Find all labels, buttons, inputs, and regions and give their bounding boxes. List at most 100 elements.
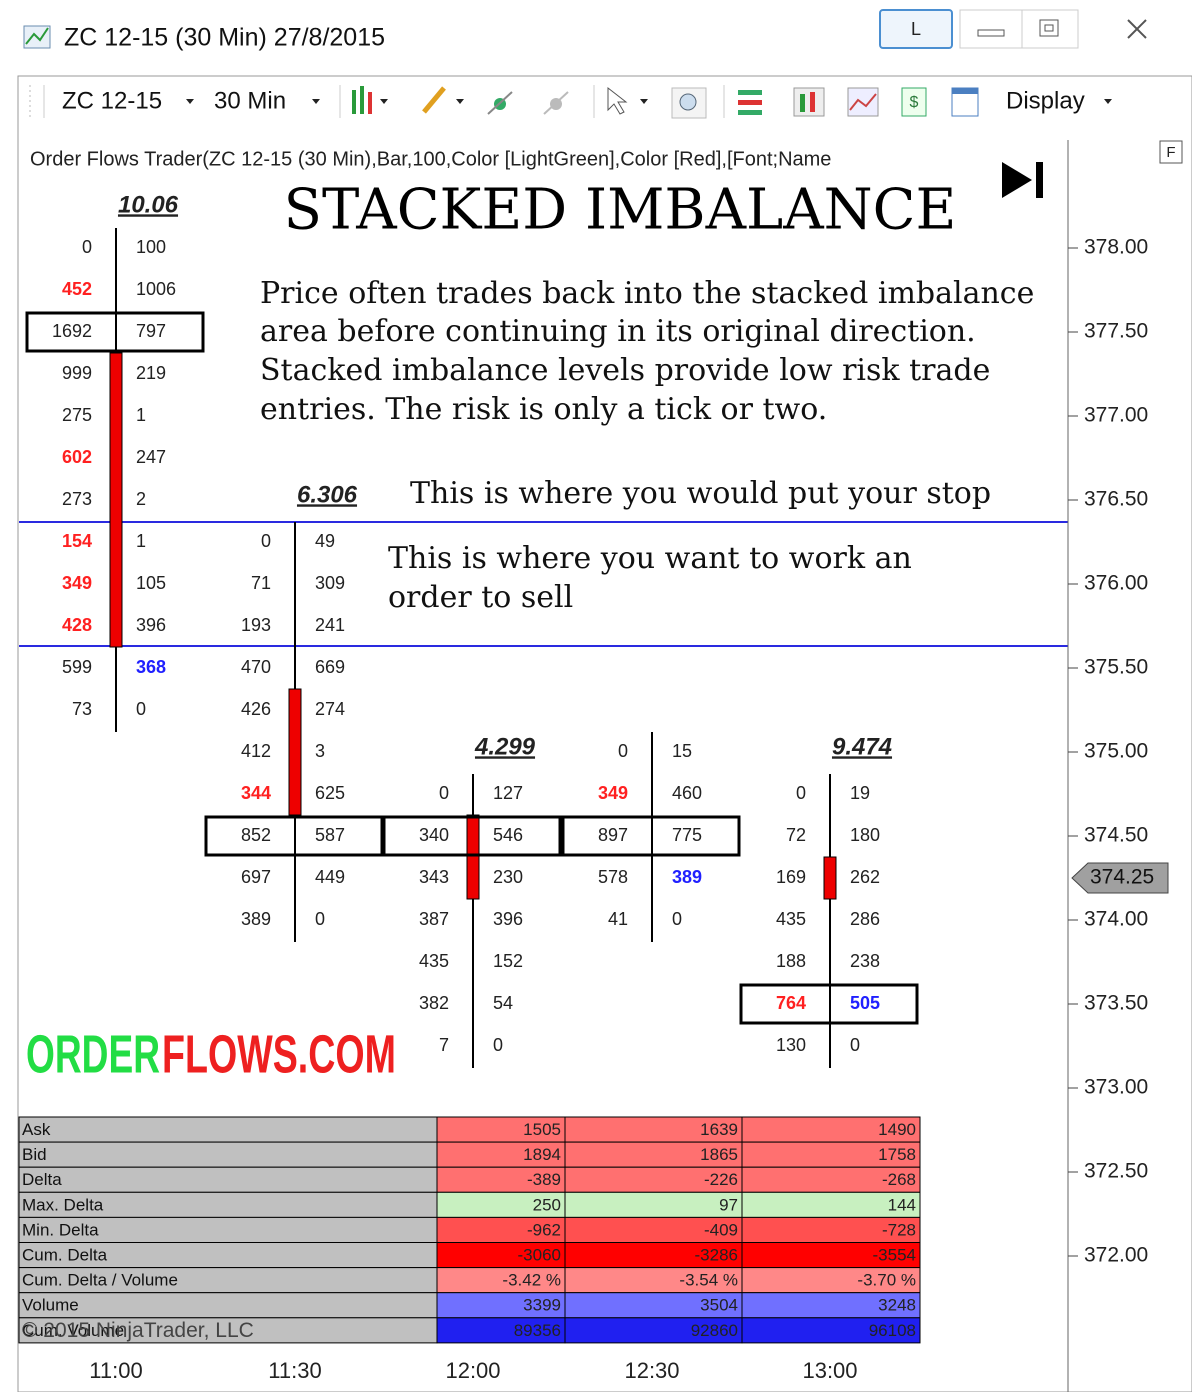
scroll-end-button[interactable] xyxy=(1002,162,1043,198)
summary-value: -268 xyxy=(882,1170,916,1189)
display-menu[interactable]: Display xyxy=(1006,87,1085,114)
summary-value: 250 xyxy=(533,1195,561,1214)
price-label: 378.00 xyxy=(1084,236,1148,259)
bid-volume: 7 xyxy=(439,1035,449,1055)
properties-button[interactable] xyxy=(951,87,979,117)
summary-cell xyxy=(741,1116,921,1143)
summary-value: 92860 xyxy=(691,1321,738,1340)
ask-volume: 262 xyxy=(850,867,880,887)
summary-label: Volume xyxy=(22,1296,79,1315)
summary-value: -3.42 % xyxy=(502,1271,561,1290)
time-label: 11:30 xyxy=(268,1358,321,1383)
bar-header: 4.299 xyxy=(474,733,536,760)
bid-volume: 193 xyxy=(241,615,271,635)
summary-value: 1639 xyxy=(700,1120,738,1139)
bid-volume: 72 xyxy=(786,825,806,845)
time-label: 13:00 xyxy=(802,1358,857,1383)
app-icon xyxy=(23,25,51,49)
toolbar xyxy=(19,77,1191,127)
indicator-button-label[interactable]: F xyxy=(1166,144,1175,161)
ask-volume: 241 xyxy=(315,615,345,635)
chart-style-button[interactable] xyxy=(793,87,825,117)
ask-volume: 3 xyxy=(315,741,325,761)
drawing-tool-button[interactable] xyxy=(422,86,464,114)
annotation-text: Stacked imbalance levels provide low ris… xyxy=(260,353,990,388)
ask-volume: 0 xyxy=(850,1035,860,1055)
summary-label-cell xyxy=(18,1116,438,1143)
close-button[interactable] xyxy=(1127,19,1147,39)
bar-header: 9.474 xyxy=(832,733,892,760)
summary-cell xyxy=(436,1292,566,1319)
bid-volume: 435 xyxy=(776,909,806,929)
account-button[interactable]: $ xyxy=(901,87,927,117)
price-label: 374.00 xyxy=(1084,908,1148,931)
price-label: 372.00 xyxy=(1084,1244,1148,1267)
zoom-button[interactable] xyxy=(671,87,707,119)
summary-value: -728 xyxy=(882,1220,916,1239)
annotation-text: entries. The risk is only a tick or two. xyxy=(260,392,827,427)
summary-label-cell xyxy=(18,1166,438,1193)
summary-cell xyxy=(564,1317,743,1344)
imbalance-box xyxy=(25,311,205,353)
ask-volume: 396 xyxy=(493,909,523,929)
layout-button[interactable] xyxy=(879,9,953,49)
summary-cell xyxy=(741,1216,921,1244)
ask-volume: 368 xyxy=(136,657,166,677)
indicator-button[interactable] xyxy=(847,87,879,117)
summary-value: 97 xyxy=(719,1195,738,1214)
time-label: 12:00 xyxy=(445,1358,500,1383)
add-indicator-button[interactable] xyxy=(487,91,513,115)
annotation-sell: order to sell xyxy=(388,580,573,615)
layout-button-label[interactable]: L xyxy=(911,19,921,39)
summary-cell xyxy=(436,1267,566,1294)
bid-volume: 73 xyxy=(72,699,92,719)
summary-cell xyxy=(741,1166,921,1193)
summary-value: 1894 xyxy=(523,1145,561,1164)
maximize-button[interactable] xyxy=(1021,9,1079,49)
bar-body xyxy=(288,688,302,816)
summary-label-cell xyxy=(18,1242,438,1269)
bid-volume: 154 xyxy=(62,531,92,551)
bar-type-button[interactable] xyxy=(352,86,388,114)
ask-volume: 669 xyxy=(315,657,345,677)
bid-volume: 0 xyxy=(439,783,449,803)
minimize-button[interactable] xyxy=(959,9,1023,49)
cursor-button[interactable] xyxy=(607,86,648,115)
summary-cell xyxy=(564,1166,743,1193)
bid-volume: 387 xyxy=(419,909,449,929)
window-title: ZC 12-15 (30 Min) 27/8/2015 xyxy=(64,24,385,52)
price-label: 373.00 xyxy=(1084,1076,1148,1099)
bid-volume: 435 xyxy=(419,951,449,971)
instrument-selector[interactable]: ZC 12-15 xyxy=(62,87,162,114)
ask-volume: 286 xyxy=(850,909,880,929)
summary-cell xyxy=(741,1267,921,1294)
ask-volume: 238 xyxy=(850,951,880,971)
summary-cell xyxy=(741,1141,921,1168)
chart-content: 378.00 377.50 377.00 376.50 376.00 375.50 375.… xyxy=(18,191,1169,1383)
summary-value: 1490 xyxy=(878,1120,916,1139)
ask-volume: 797 xyxy=(136,321,166,341)
order-button[interactable] xyxy=(738,90,762,115)
summary-value: 3248 xyxy=(878,1296,916,1315)
summary-cell xyxy=(564,1116,743,1143)
ask-volume: 152 xyxy=(493,951,523,971)
ask-volume: 105 xyxy=(136,573,166,593)
bar-body xyxy=(109,352,123,648)
annotation-text: area before continuing in its original d… xyxy=(260,314,976,349)
bid-volume: 599 xyxy=(62,657,92,677)
interval-selector[interactable]: 30 Min xyxy=(214,87,286,114)
remove-indicator-button[interactable] xyxy=(543,91,569,115)
time-label: 11:00 xyxy=(89,1358,142,1383)
summary-cell xyxy=(741,1191,921,1218)
summary-value: 89356 xyxy=(514,1321,561,1340)
bid-volume: 452 xyxy=(62,279,92,299)
ask-volume: 309 xyxy=(315,573,345,593)
bid-volume: 41 xyxy=(608,909,628,929)
bid-volume: 71 xyxy=(251,573,271,593)
summary-value: -3554 xyxy=(873,1246,916,1265)
bid-volume: 428 xyxy=(62,615,92,635)
indicator-button[interactable] xyxy=(1159,140,1183,164)
time-label: 12:30 xyxy=(624,1358,679,1383)
summary-value: -3286 xyxy=(695,1246,738,1265)
